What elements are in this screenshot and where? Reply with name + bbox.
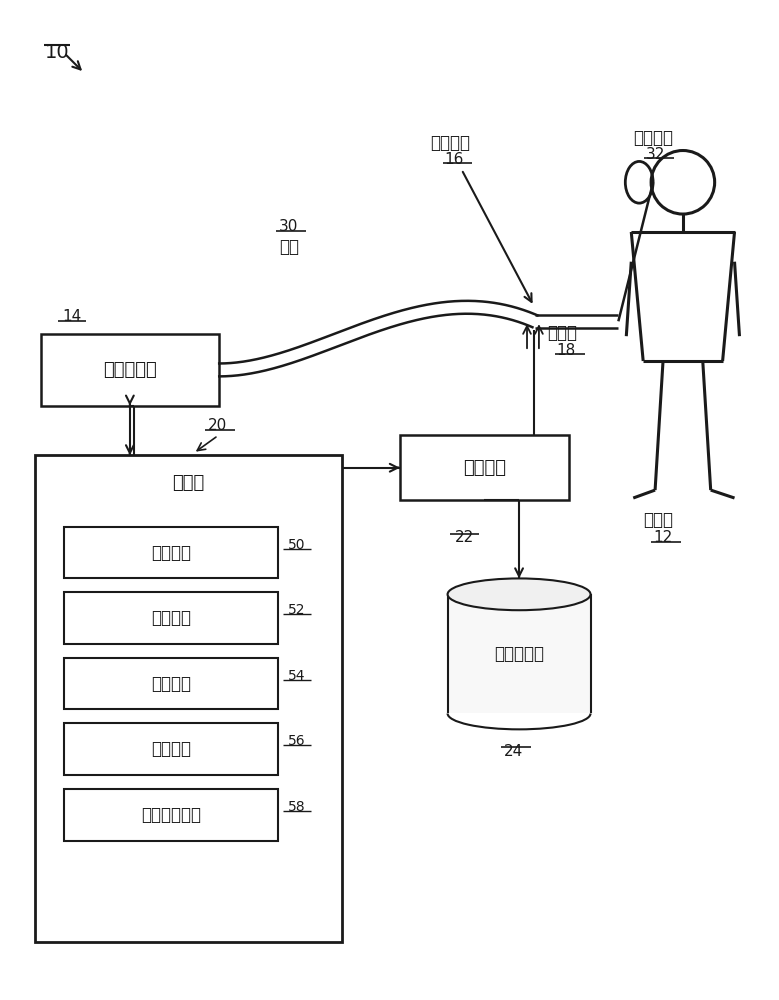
Bar (65, 592, 278, 644)
Text: 50: 50 (287, 538, 305, 552)
Bar (65, 658, 278, 709)
Text: 54: 54 (287, 669, 305, 683)
Bar (65, 527, 278, 578)
Text: 12: 12 (653, 530, 672, 545)
Text: 18: 18 (557, 343, 576, 358)
Text: 传感器: 传感器 (547, 324, 577, 342)
Text: 24: 24 (504, 744, 523, 759)
Text: 补偿模块: 补偿模块 (151, 740, 191, 758)
Text: 对象接口: 对象接口 (430, 134, 470, 152)
Text: 控制模块: 控制模块 (151, 675, 191, 693)
Text: 处理器: 处理器 (172, 474, 205, 492)
Text: 压力发生器: 压力发生器 (103, 361, 157, 379)
Text: 16: 16 (445, 152, 464, 167)
Text: 电子存储器: 电子存储器 (494, 645, 544, 663)
Bar (400, 435, 569, 500)
Text: 52: 52 (287, 603, 305, 617)
Text: 补偿限制模块: 补偿限制模块 (141, 806, 201, 824)
Text: 10: 10 (44, 43, 69, 62)
Text: 14: 14 (62, 309, 82, 324)
Text: 32: 32 (646, 147, 665, 162)
Bar (34, 455, 342, 942)
Text: 56: 56 (287, 734, 305, 748)
Bar (41, 334, 219, 406)
Bar (65, 789, 278, 841)
Text: 导管: 导管 (279, 238, 299, 256)
Text: 接口装置: 接口装置 (633, 129, 673, 147)
Text: 20: 20 (208, 418, 227, 433)
Text: 用户接口: 用户接口 (463, 459, 506, 477)
Text: 参数模块: 参数模块 (151, 544, 191, 562)
Text: 泄露模块: 泄露模块 (151, 609, 191, 627)
Bar (448, 594, 590, 713)
Text: 受试者: 受试者 (643, 511, 673, 529)
Text: 30: 30 (279, 219, 298, 234)
Bar (65, 723, 278, 775)
Text: 58: 58 (287, 800, 305, 814)
Text: 22: 22 (454, 530, 474, 545)
Ellipse shape (448, 578, 590, 610)
